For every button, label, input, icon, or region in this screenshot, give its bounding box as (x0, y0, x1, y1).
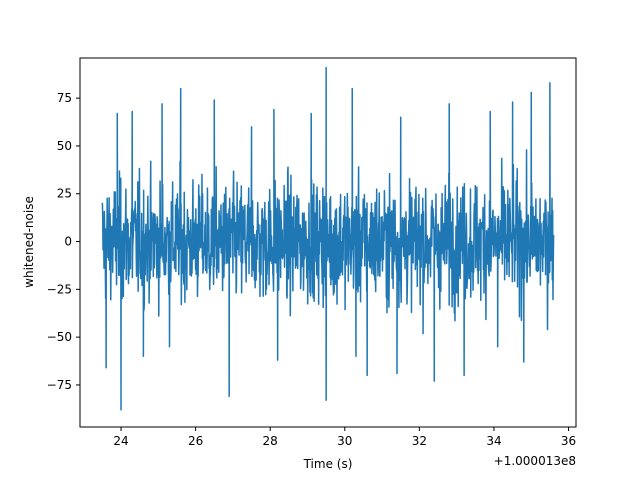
x-tick-label: 32 (412, 434, 427, 448)
x-tick-label: 30 (337, 434, 352, 448)
y-tick-label: −75 (47, 378, 72, 392)
x-tick-label: 26 (188, 434, 203, 448)
x-tick-label: 36 (561, 434, 576, 448)
series-layer (101, 66, 555, 411)
series-line (101, 66, 555, 411)
y-axis-label: whitened-noise (22, 196, 36, 288)
y-tick-label: 50 (57, 139, 72, 153)
x-axis-offset-label: +1.000013e8 (494, 454, 576, 468)
x-axis: 24 26 28 30 32 34 36 (113, 427, 576, 448)
y-tick-label: −50 (47, 330, 72, 344)
x-tick-label: 24 (113, 434, 128, 448)
x-tick-label: 34 (486, 434, 501, 448)
x-tick-label: 28 (263, 434, 278, 448)
y-tick-label: 0 (64, 235, 72, 249)
x-axis-label: Time (s) (303, 457, 353, 471)
y-tick-label: 75 (57, 91, 72, 105)
y-tick-label: −25 (47, 282, 72, 296)
y-axis: −75 −50 −25 0 25 50 75 (47, 91, 80, 392)
y-tick-label: 25 (57, 187, 72, 201)
plot-frame (79, 57, 577, 428)
